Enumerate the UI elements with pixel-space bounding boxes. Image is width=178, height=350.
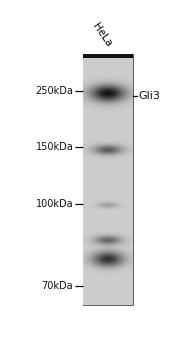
Text: 100kDa: 100kDa xyxy=(36,199,73,209)
Bar xyxy=(83,54,133,58)
Text: 150kDa: 150kDa xyxy=(36,142,73,152)
Text: Gli3: Gli3 xyxy=(138,91,160,101)
Text: 250kDa: 250kDa xyxy=(35,85,73,96)
Text: 70kDa: 70kDa xyxy=(42,281,73,291)
Text: HeLa: HeLa xyxy=(90,21,113,49)
Bar xyxy=(83,54,133,305)
